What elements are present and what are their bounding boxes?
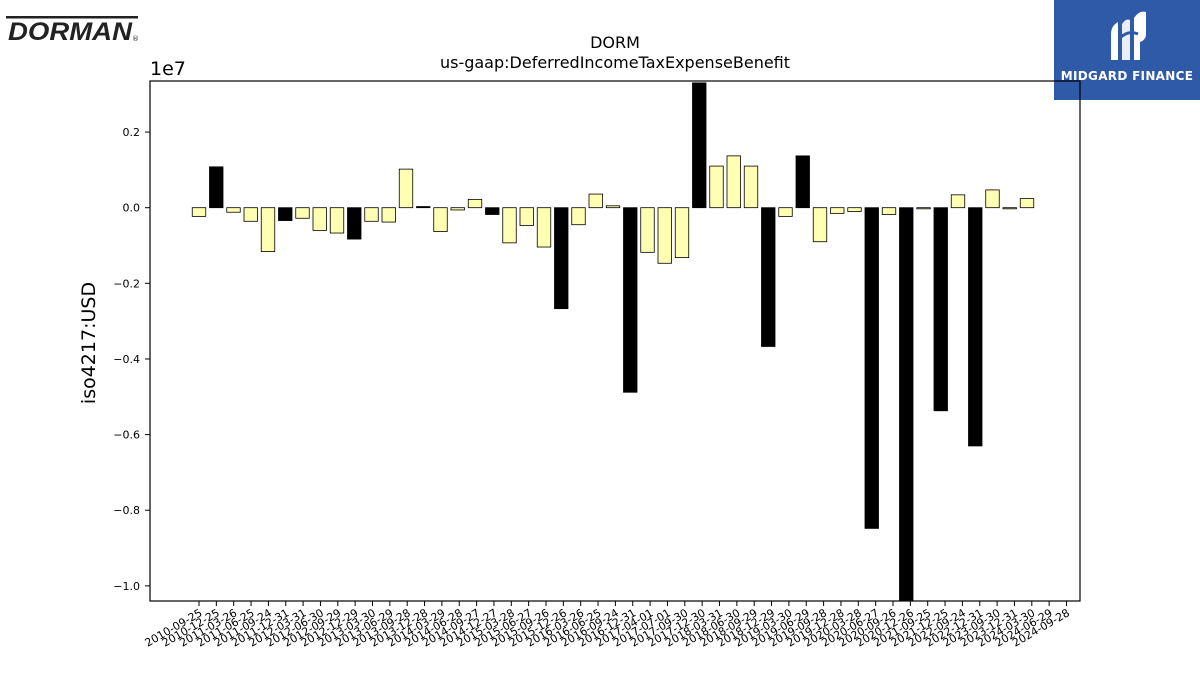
bar [381,207,396,223]
y-tick-label: −0.8 [113,504,140,517]
bar [398,168,414,209]
bar [416,206,431,209]
bar [830,207,845,214]
bar [554,207,569,310]
svg-text:®: ® [132,35,139,43]
bar [743,165,759,209]
bar [726,155,741,209]
y-offset-text: 1e7 [150,58,186,80]
chart-subtitle: us-gaap:DeferredIncomeTaxExpenseBenefit [440,53,790,72]
bar [657,207,672,264]
bar [364,207,379,222]
bar [674,207,690,259]
bar [968,207,983,447]
bar [1002,207,1017,210]
y-tick-label: −0.6 [113,429,140,442]
bars-group [191,82,1035,601]
bar [295,207,310,219]
bar [933,207,948,412]
bar [243,207,258,222]
bar [881,207,897,215]
bar [536,207,552,248]
y-tick-label: 0.0 [123,202,141,215]
bar [519,207,534,226]
dorman-logo: DORMAN ® [6,16,139,46]
chart-title: DORM [590,33,640,52]
y-tick-label: 0.2 [123,126,141,139]
bar [502,207,517,244]
bar [692,82,707,209]
bar [191,207,207,217]
bar [571,207,586,226]
bar [605,205,621,209]
y-tick-label: −0.2 [113,277,140,290]
bar [260,207,276,252]
bar [812,207,828,243]
bar [485,207,500,215]
dorman-logo-text: DORMAN [8,18,133,46]
bar [795,155,810,209]
bar [278,207,293,221]
bar [709,165,724,209]
bar [467,198,483,209]
bar [312,207,327,231]
bar [623,207,638,393]
bar [450,207,465,211]
midgard-finance-logo: MIDGARD FINANCE [1054,0,1200,100]
bar [226,207,241,213]
bar [433,207,448,232]
midgard-brand-text: MIDGARD FINANCE [1060,69,1194,83]
bar [588,193,603,209]
bar [847,207,862,212]
bar [761,207,776,347]
plot-area: −1.0−0.8−0.6−0.4−0.20.00.22010-09-252010… [113,80,1081,650]
bar [329,207,345,234]
y-tick-label: −1.0 [113,580,140,593]
bar [864,207,879,529]
bar [899,207,914,601]
y-tick-label: −0.4 [113,353,140,366]
midgard-emblem-icon [1111,11,1146,61]
y-axis-label: iso4217:USD [78,282,100,404]
bar [209,166,224,209]
bar [916,207,931,210]
bar [640,207,655,253]
bar [1019,198,1035,209]
bar [985,189,1000,209]
bar [778,207,793,217]
bar [347,207,362,240]
bar [950,194,966,209]
